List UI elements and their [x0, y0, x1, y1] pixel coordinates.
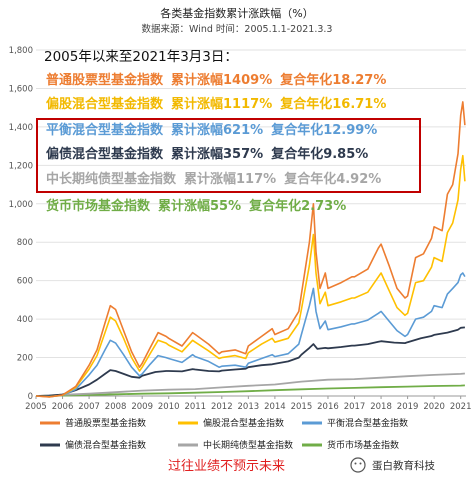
annotation-line: 偏债混合型基金指数 累计涨幅357% 复合年化9.85% [46, 146, 368, 162]
x-tick-label: 2020 [423, 402, 445, 412]
annotation-line: 偏股混合型基金指数 累计涨幅1117% 复合年化16.71% [46, 96, 386, 112]
x-tick-label: 2021 [450, 402, 472, 412]
wechat-icon-eye [359, 462, 362, 465]
y-tick-label: 1,200 [9, 161, 33, 171]
x-tick-label: 2016 [317, 402, 339, 412]
series-lines [35, 101, 466, 398]
annotation-cum: 累计涨幅1117% [171, 96, 272, 112]
x-tick-label: 2015 [291, 402, 313, 412]
annotation-ann: 复合年化18.27% [279, 72, 386, 88]
x-axis: 2005 2006 2007 2008 2009 2010 2011 2012 2013 2014… [25, 396, 472, 412]
annotation-ann: 复合年化4.92% [283, 171, 381, 187]
chart-subtitle: 数据来源：Wind 时间：2005.1.1-2021.3.3 [142, 23, 333, 35]
y-tick-label: 1,400 [9, 123, 33, 133]
y-tick-label: 800 [17, 238, 33, 248]
annotation-fund: 中长期纯债型基金指数 [46, 171, 177, 187]
watermark-text: 蛋白教育科技 [372, 459, 435, 472]
series-line-5 [35, 384, 465, 397]
annotation-line: 普通股票型基金指数 累计涨幅1409% 复合年化18.27% [46, 72, 386, 88]
y-tick-label: 200 [17, 354, 33, 364]
annotation-fund: 平衡混合型基金指数 [46, 122, 164, 138]
y-tick-label: 1,600 [9, 84, 33, 94]
x-tick-label: 2013 [238, 402, 260, 412]
x-tick-label: 2018 [370, 402, 392, 412]
y-tick-label: 1,000 [9, 200, 33, 210]
annotation-heading: 2005年以来至2021年3月3日： [44, 49, 238, 65]
y-tick-label: 600 [17, 277, 33, 287]
x-tick-label: 2008 [105, 402, 127, 412]
wechat-icon [350, 457, 366, 473]
annotation-cum: 累计涨幅621% [171, 122, 263, 138]
highlight-box [36, 118, 421, 193]
annotation-cum: 累计涨幅55% [158, 198, 241, 214]
watermark: 蛋白教育科技 [350, 457, 435, 473]
legend-label: 偏债混合型基金指数 [65, 439, 146, 451]
legend-label: 中长期纯债型基金指数 [203, 439, 293, 451]
annotation-ann: 复合年化16.71% [279, 96, 386, 112]
y-tick-label: 0 [28, 392, 33, 402]
x-tick-label: 2009 [131, 402, 153, 412]
x-tick-label: 2012 [211, 402, 233, 412]
series-line-1 [35, 154, 466, 398]
grid-lines [36, 49, 466, 397]
y-axis: 0 200 400 600 800 1,000 1,200 1,400 1,600 1,800 [9, 46, 33, 402]
annotation-fund: 偏股混合型基金指数 [46, 96, 164, 112]
annotation-ann: 复合年化9.85% [270, 146, 368, 162]
annotation-fund: 货币市场基金指数 [46, 198, 151, 214]
x-tick-label: 2007 [78, 402, 100, 412]
annotation-cum: 累计涨幅117% [184, 171, 276, 187]
annotation-line: 中长期纯债型基金指数 累计涨幅117% 复合年化4.92% [46, 171, 381, 187]
return-annotations: 2005年以来至2021年3月3日： 普通股票型基金指数 累计涨幅1409% 复合年化… [44, 49, 386, 214]
x-tick-label: 2011 [184, 402, 206, 412]
footer-disclaimer: 过往业绩不预示未来 [168, 459, 285, 474]
series-line-3 [35, 326, 465, 397]
x-tick-label: 2006 [52, 402, 74, 412]
series-line-2 [35, 272, 466, 398]
series-line-0 [35, 101, 466, 398]
annotation-ann: 复合年化12.99% [270, 122, 377, 138]
x-tick-label: 2010 [158, 402, 180, 412]
legend-label: 货币市场基金指数 [327, 439, 399, 451]
wechat-icon-eye [354, 462, 357, 465]
x-tick-label: 2014 [264, 402, 286, 412]
annotation-line: 货币市场基金指数 累计涨幅55% 复合年化2.73% [46, 198, 346, 214]
x-tick-label: 2017 [344, 402, 366, 412]
annotation-line: 平衡混合型基金指数 累计涨幅621% 复合年化12.99% [46, 122, 377, 138]
y-tick-label: 400 [17, 315, 33, 325]
series-line-4 [35, 372, 465, 397]
annotation-fund: 偏债混合型基金指数 [46, 146, 164, 162]
legend-label: 平衡混合型基金指数 [327, 417, 408, 429]
x-tick-label: 2005 [25, 402, 47, 412]
y-tick-label: 1,800 [9, 46, 33, 56]
legend-label: 偏股混合型基金指数 [203, 417, 284, 429]
legend-label: 普通股票型基金指数 [65, 417, 146, 429]
annotation-ann: 复合年化2.73% [248, 198, 346, 214]
x-tick-label: 2019 [397, 402, 419, 412]
chart-title: 各类基金指数累计涨跌幅（%） [160, 6, 313, 20]
annotation-cum: 累计涨幅357% [171, 146, 263, 162]
annotation-fund: 普通股票型基金指数 [46, 72, 164, 88]
annotation-cum: 累计涨幅1409% [171, 72, 272, 88]
